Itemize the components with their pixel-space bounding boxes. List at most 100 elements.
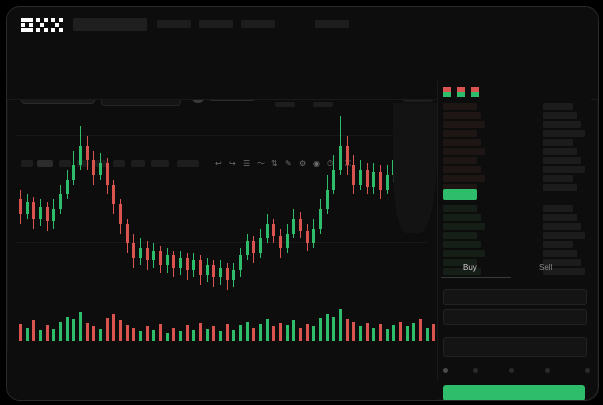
order-form-tab-underline [441, 277, 511, 278]
undo-icon[interactable]: ↩ [215, 159, 222, 168]
volume-bar [212, 326, 215, 341]
snapshot-icon[interactable]: ◉ [313, 159, 320, 168]
order-book-bid-row[interactable] [443, 214, 481, 221]
volume-bar [199, 322, 202, 341]
order-book-bid-row[interactable] [443, 241, 481, 248]
order-book-ask-row[interactable] [443, 157, 477, 164]
total-field[interactable] [443, 337, 587, 357]
candle-body [199, 260, 202, 276]
volume-bar [346, 319, 349, 341]
orderbook-asks-icon[interactable] [471, 87, 479, 97]
time-15m[interactable] [59, 160, 71, 167]
time-1m[interactable] [21, 160, 33, 167]
volume-bar [159, 324, 162, 341]
trading-app-window: Spot Trading [6, 6, 599, 401]
time-5m[interactable] [37, 160, 53, 167]
order-book-ask-row[interactable] [443, 184, 477, 191]
volume-bar [312, 326, 315, 341]
order-book-bid-size [543, 214, 577, 221]
redo-icon[interactable]: ↪ [229, 159, 236, 168]
candle-body [346, 145, 349, 166]
order-book-ask-row[interactable] [443, 166, 481, 173]
slider-step-3[interactable] [545, 368, 550, 373]
time-1w[interactable] [131, 160, 145, 167]
nav-item-1[interactable] [157, 20, 191, 28]
volume-bar [299, 327, 302, 341]
candle-body [379, 172, 382, 190]
volume-bar [219, 331, 222, 341]
order-book-last-price [443, 189, 477, 200]
candlestick-chart[interactable] [15, 103, 435, 303]
order-book-ask-size [543, 157, 581, 164]
amount-field[interactable] [443, 309, 587, 325]
volume-bar [292, 320, 295, 341]
orderbook-bids-icon[interactable] [457, 87, 465, 97]
candle-type-icon[interactable]: ☰ [243, 159, 251, 168]
indicator-icon[interactable]: 〜 [257, 159, 265, 168]
order-book-ask-row[interactable] [443, 148, 485, 155]
order-book-bid-size [543, 223, 581, 230]
price-field[interactable] [443, 289, 587, 305]
candle-body [126, 223, 129, 244]
orderbook-all-icon[interactable] [443, 87, 451, 97]
candle-body [219, 267, 222, 278]
order-book-ask-row[interactable] [443, 139, 481, 146]
slider-step-2[interactable] [509, 368, 514, 373]
tab-buy[interactable]: Buy [463, 263, 477, 272]
candle-body [306, 231, 309, 244]
candle-body [172, 255, 175, 268]
candle-body [252, 240, 255, 254]
order-book-ask-row[interactable] [443, 130, 477, 137]
nav-item-2[interactable] [199, 20, 233, 28]
volume-bar [139, 331, 142, 341]
candle-body [372, 172, 375, 188]
order-book-bid-row[interactable] [443, 223, 485, 230]
volume-bar [106, 317, 109, 341]
order-book-bid-row[interactable] [443, 205, 477, 212]
order-book-bid-row[interactable] [443, 250, 485, 257]
volume-bar [359, 326, 362, 341]
volume-bar [386, 328, 389, 341]
volume-bar [186, 325, 189, 341]
okx-logo[interactable] [21, 18, 63, 32]
settings-icon[interactable]: ⚙ [299, 159, 307, 168]
candle-body [192, 260, 195, 271]
time-1d[interactable] [113, 160, 125, 167]
volume-bar [19, 324, 22, 341]
draw-icon[interactable]: ✎ [285, 159, 292, 168]
order-book-ask-size [543, 121, 581, 128]
nav-search-box[interactable] [73, 18, 147, 31]
order-book-bid-row[interactable] [443, 232, 477, 239]
volume-bar [406, 326, 409, 341]
order-book-ask-row[interactable] [443, 121, 485, 128]
time-1h[interactable] [77, 160, 89, 167]
slider-step-1[interactable] [473, 368, 478, 373]
candle-body [239, 255, 242, 271]
stat-change [275, 102, 295, 107]
amount-slider[interactable] [443, 367, 593, 375]
alert-icon[interactable]: ⏱ [327, 159, 334, 168]
order-book-ask-row[interactable] [443, 103, 477, 110]
order-book-ask-row[interactable] [443, 112, 481, 119]
candle-body [332, 170, 335, 190]
submit-order-button[interactable] [443, 385, 585, 400]
order-book-bid-row[interactable] [443, 268, 481, 275]
tab-sell[interactable]: Sell [539, 263, 553, 272]
volume-bar [72, 319, 75, 341]
order-book-bid-row[interactable] [443, 259, 477, 266]
nav-item-3[interactable] [241, 20, 275, 28]
volume-bar [239, 325, 242, 341]
slider-step-4[interactable] [585, 368, 590, 373]
candle-body [266, 223, 269, 239]
order-book-ask-row[interactable] [443, 175, 485, 182]
candle-body [92, 160, 95, 175]
volume-bar [286, 325, 289, 341]
volume-bar [426, 327, 429, 341]
submit-order-label [443, 385, 444, 386]
candle-body [119, 204, 122, 224]
compare-icon[interactable]: ⇅ [271, 159, 278, 168]
nav-item-4[interactable] [315, 20, 349, 28]
slider-step-0[interactable] [443, 368, 448, 373]
time-more[interactable] [151, 160, 169, 167]
chart-type-selector[interactable] [177, 160, 199, 167]
